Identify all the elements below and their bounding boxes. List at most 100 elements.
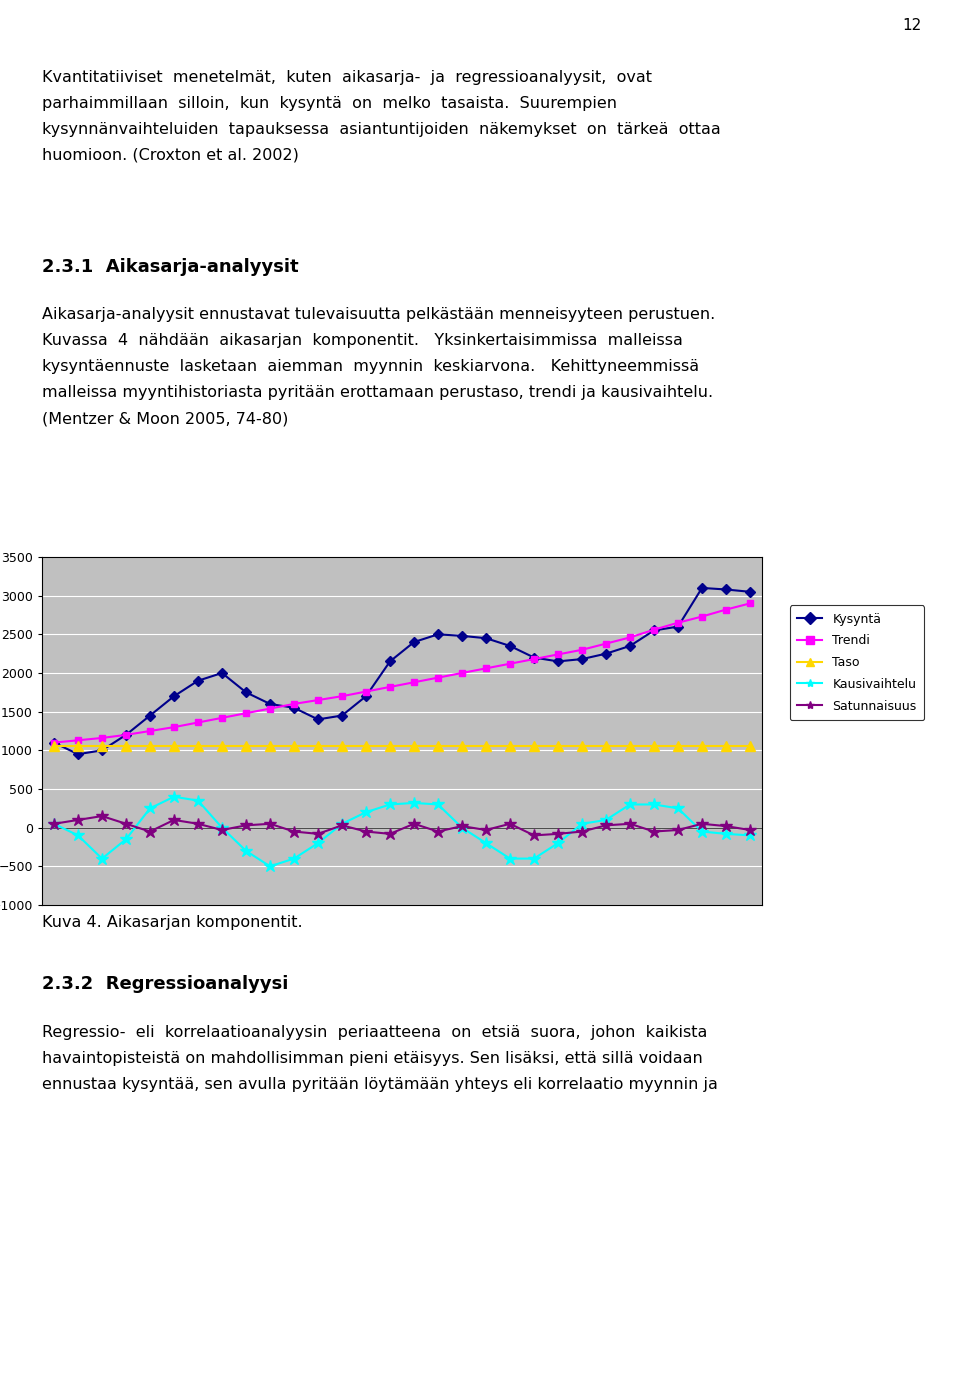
Kysyntä — [432, 625, 444, 642]
Kausivaihtelu — [672, 800, 684, 816]
Trendi — [528, 651, 540, 667]
Trendi — [600, 635, 612, 652]
Satunnaisuus — [312, 826, 324, 843]
Taso — [360, 737, 372, 754]
Satunnaisuus — [216, 822, 228, 839]
Trendi — [288, 695, 300, 712]
Kysyntä — [264, 695, 276, 712]
Kausivaihtelu — [696, 823, 708, 840]
Kausivaihtelu — [384, 797, 396, 814]
Trendi — [648, 621, 660, 638]
Taso — [48, 737, 60, 754]
Taso — [624, 737, 636, 754]
Kysyntä — [144, 708, 156, 724]
Kysyntä — [552, 653, 564, 670]
Kausivaihtelu — [648, 797, 660, 814]
Taso — [600, 737, 612, 754]
Kausivaihtelu — [552, 834, 564, 851]
Text: kysyntäennuste  lasketaan  aiemman  myynnin  keskiarvona.   Kehittyneemmissä: kysyntäennuste lasketaan aiemman myynnin… — [42, 359, 699, 373]
Satunnaisuus — [696, 815, 708, 832]
Kausivaihtelu — [504, 850, 516, 866]
Satunnaisuus — [120, 815, 132, 832]
Kysyntä — [480, 630, 492, 646]
Satunnaisuus — [144, 823, 156, 840]
Satunnaisuus — [384, 826, 396, 843]
Taso — [264, 737, 276, 754]
Kysyntä — [216, 664, 228, 681]
Trendi — [696, 609, 708, 625]
Kausivaihtelu — [456, 819, 468, 836]
Kausivaihtelu — [216, 819, 228, 836]
Kausivaihtelu — [360, 804, 372, 820]
Kausivaihtelu — [168, 788, 180, 805]
Trendi — [720, 602, 732, 618]
Satunnaisuus — [480, 822, 492, 839]
Trendi — [552, 646, 564, 663]
Kysyntä — [48, 734, 60, 751]
Text: kysynnänvaihteluiden  tapauksessa  asiantuntijoiden  näkemykset  on  tärkeä  ott: kysynnänvaihteluiden tapauksessa asiantu… — [42, 123, 721, 137]
Taso — [336, 737, 348, 754]
Satunnaisuus — [576, 823, 588, 840]
Taso — [192, 737, 204, 754]
Satunnaisuus — [360, 823, 372, 840]
Kysyntä — [528, 649, 540, 666]
Taso — [648, 737, 660, 754]
Taso — [168, 737, 180, 754]
Kysyntä — [120, 727, 132, 744]
Trendi — [48, 734, 60, 751]
Taso — [456, 737, 468, 754]
Trendi — [312, 692, 324, 709]
Kausivaihtelu — [72, 827, 84, 844]
Kausivaihtelu — [720, 826, 732, 843]
Taso — [432, 737, 444, 754]
Trendi — [144, 723, 156, 740]
Trendi — [72, 731, 84, 748]
Kausivaihtelu — [408, 794, 420, 811]
Taso — [480, 737, 492, 754]
Taso — [504, 737, 516, 754]
Taso — [96, 737, 108, 754]
Kysyntä — [720, 581, 732, 598]
Kysyntä — [648, 623, 660, 639]
Kysyntä — [456, 627, 468, 644]
Trendi — [240, 705, 252, 722]
Kysyntä — [192, 673, 204, 690]
Kausivaihtelu — [240, 843, 252, 859]
Kysyntä — [336, 708, 348, 724]
Trendi — [408, 674, 420, 691]
Satunnaisuus — [624, 815, 636, 832]
Taso — [72, 737, 84, 754]
Trendi — [624, 630, 636, 646]
Satunnaisuus — [336, 816, 348, 833]
Trendi — [360, 683, 372, 699]
Satunnaisuus — [528, 827, 540, 844]
Text: Kuva 4. Aikasarjan komponentit.: Kuva 4. Aikasarjan komponentit. — [42, 915, 302, 931]
Taso — [120, 737, 132, 754]
Kysyntä — [624, 638, 636, 655]
Satunnaisuus — [48, 815, 60, 832]
Satunnaisuus — [648, 823, 660, 840]
Kysyntä — [312, 710, 324, 727]
Kysyntä — [96, 742, 108, 759]
Taso — [576, 737, 588, 754]
Satunnaisuus — [432, 823, 444, 840]
Satunnaisuus — [504, 815, 516, 832]
Kysyntä — [504, 638, 516, 655]
Satunnaisuus — [240, 816, 252, 833]
Kysyntä — [168, 688, 180, 705]
Taso — [312, 737, 324, 754]
Trendi — [216, 709, 228, 726]
Taso — [288, 737, 300, 754]
Kausivaihtelu — [336, 815, 348, 832]
Kausivaihtelu — [264, 858, 276, 875]
Kysyntä — [672, 618, 684, 635]
Taso — [720, 737, 732, 754]
Kysyntä — [72, 745, 84, 762]
Kysyntä — [384, 653, 396, 670]
Kausivaihtelu — [48, 815, 60, 832]
Text: (Mentzer & Moon 2005, 74-80): (Mentzer & Moon 2005, 74-80) — [42, 411, 288, 426]
Satunnaisuus — [744, 822, 756, 839]
Line: Kausivaihtelu: Kausivaihtelu — [48, 790, 756, 872]
Kysyntä — [600, 645, 612, 662]
Satunnaisuus — [672, 822, 684, 839]
